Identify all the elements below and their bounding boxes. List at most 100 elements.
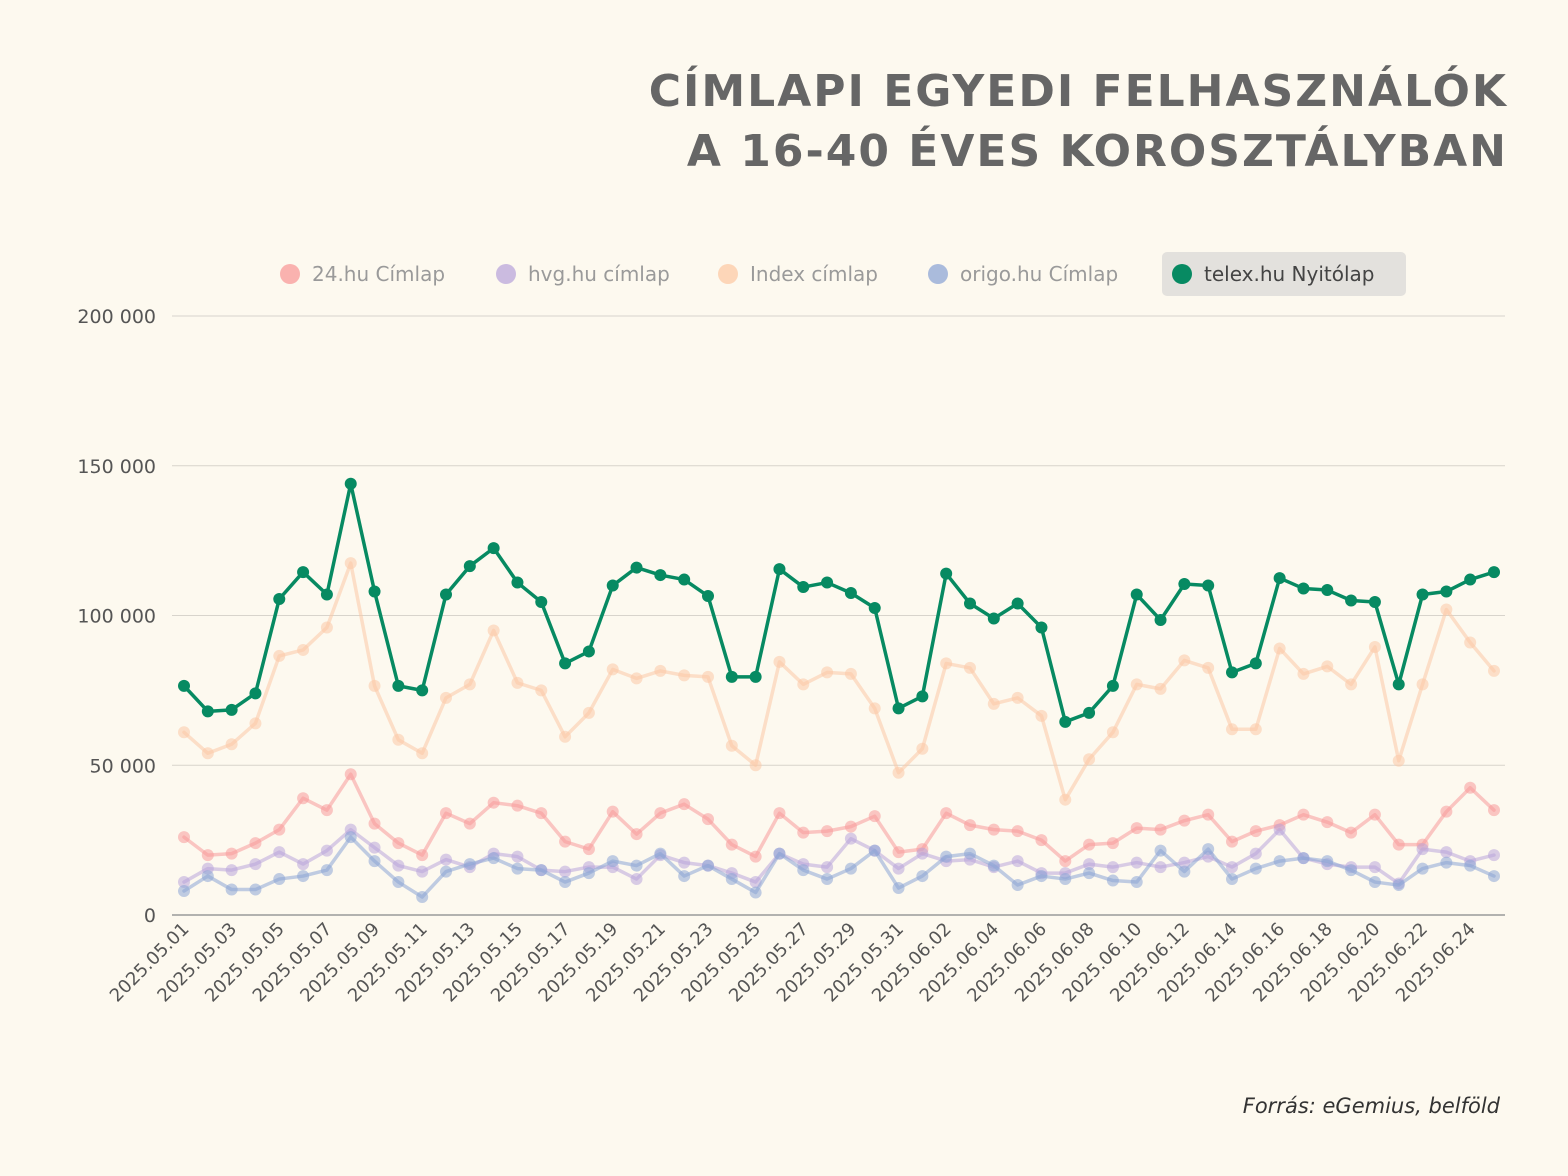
data-point bbox=[368, 841, 381, 854]
data-point bbox=[297, 792, 310, 805]
data-point bbox=[1178, 654, 1191, 667]
data-point bbox=[1154, 613, 1167, 626]
data-point bbox=[416, 747, 429, 760]
data-point bbox=[1011, 855, 1024, 868]
data-point bbox=[749, 670, 762, 683]
data-point bbox=[1321, 816, 1334, 829]
legend-item[interactable]: 24.hu Címlap bbox=[270, 252, 466, 296]
data-point bbox=[1321, 584, 1334, 597]
data-point bbox=[225, 703, 238, 716]
data-point bbox=[273, 873, 286, 886]
data-point bbox=[940, 657, 953, 670]
data-point bbox=[178, 885, 190, 898]
data-point bbox=[1440, 846, 1453, 859]
data-point bbox=[1416, 678, 1429, 691]
data-point bbox=[535, 807, 548, 820]
legend-label: origo.hu Címlap bbox=[960, 262, 1119, 286]
data-point bbox=[582, 645, 595, 658]
data-point bbox=[463, 560, 476, 573]
data-point bbox=[1392, 678, 1405, 691]
data-point bbox=[1083, 753, 1096, 766]
data-point bbox=[1130, 856, 1143, 869]
data-point bbox=[201, 705, 214, 718]
series-index-c-mlap bbox=[178, 557, 1500, 806]
data-point bbox=[773, 847, 786, 860]
data-point bbox=[582, 843, 595, 856]
data-point bbox=[892, 862, 905, 875]
data-point bbox=[201, 747, 214, 760]
data-point bbox=[1059, 873, 1072, 886]
data-point bbox=[297, 858, 310, 871]
data-point bbox=[1226, 666, 1238, 679]
data-point bbox=[1035, 870, 1048, 883]
data-point bbox=[1106, 679, 1119, 692]
data-point bbox=[1273, 642, 1286, 655]
data-point bbox=[511, 862, 524, 875]
data-point bbox=[1106, 837, 1119, 850]
data-point bbox=[1083, 706, 1096, 719]
data-point bbox=[1440, 805, 1453, 818]
data-point bbox=[1202, 843, 1215, 856]
data-point bbox=[1011, 879, 1024, 892]
data-point bbox=[987, 612, 1000, 625]
data-point bbox=[511, 676, 524, 689]
data-point bbox=[440, 807, 452, 820]
data-point bbox=[392, 733, 405, 746]
data-point bbox=[654, 664, 667, 677]
data-point bbox=[1464, 859, 1477, 872]
data-point bbox=[678, 798, 691, 811]
data-point bbox=[344, 557, 357, 570]
data-point bbox=[416, 865, 429, 878]
legend-item[interactable]: origo.hu Címlap bbox=[918, 252, 1144, 296]
data-point bbox=[1106, 874, 1119, 887]
data-point bbox=[606, 663, 619, 676]
data-point bbox=[178, 876, 190, 889]
data-point bbox=[416, 684, 429, 697]
data-point bbox=[440, 853, 452, 866]
data-point bbox=[416, 891, 429, 904]
chart-title: CÍMLAPI EGYEDI FELHASZNÁLÓK A 16-40 ÉVES… bbox=[408, 62, 1508, 182]
data-point bbox=[1488, 870, 1500, 883]
data-point bbox=[606, 579, 619, 592]
data-point bbox=[1392, 838, 1405, 851]
data-point bbox=[749, 850, 762, 863]
data-point bbox=[1154, 682, 1167, 695]
data-point bbox=[678, 856, 691, 869]
data-point bbox=[297, 870, 310, 883]
legend-item[interactable]: telex.hu Nyitólap bbox=[1162, 252, 1406, 296]
data-point bbox=[178, 831, 190, 844]
data-point bbox=[1488, 804, 1500, 817]
legend-item[interactable]: hvg.hu címlap bbox=[486, 252, 688, 296]
data-point bbox=[1440, 585, 1453, 598]
data-point bbox=[702, 590, 714, 603]
data-point bbox=[1345, 594, 1358, 607]
legend-item[interactable]: Index címlap bbox=[708, 252, 898, 296]
data-point bbox=[511, 799, 524, 812]
data-point bbox=[1416, 588, 1429, 601]
data-point bbox=[1249, 723, 1262, 736]
data-point bbox=[964, 819, 976, 832]
data-point bbox=[535, 864, 548, 877]
data-point bbox=[559, 876, 572, 889]
data-point bbox=[1249, 847, 1262, 860]
data-point bbox=[1106, 726, 1119, 739]
data-point bbox=[392, 859, 405, 872]
data-point bbox=[320, 588, 333, 601]
data-point bbox=[773, 807, 786, 820]
series-line bbox=[182, 835, 1496, 899]
data-point bbox=[678, 573, 691, 586]
data-point bbox=[249, 687, 262, 700]
data-point bbox=[1273, 823, 1286, 836]
data-point bbox=[1035, 834, 1048, 847]
data-point bbox=[1059, 855, 1072, 868]
data-point bbox=[916, 847, 929, 860]
data-point bbox=[725, 739, 738, 752]
data-point bbox=[1345, 826, 1358, 839]
data-point bbox=[773, 563, 786, 576]
data-point bbox=[273, 846, 286, 859]
data-point bbox=[868, 844, 881, 857]
data-point bbox=[1178, 814, 1191, 827]
data-point bbox=[320, 864, 333, 877]
data-point bbox=[178, 679, 190, 692]
data-point bbox=[725, 873, 738, 886]
